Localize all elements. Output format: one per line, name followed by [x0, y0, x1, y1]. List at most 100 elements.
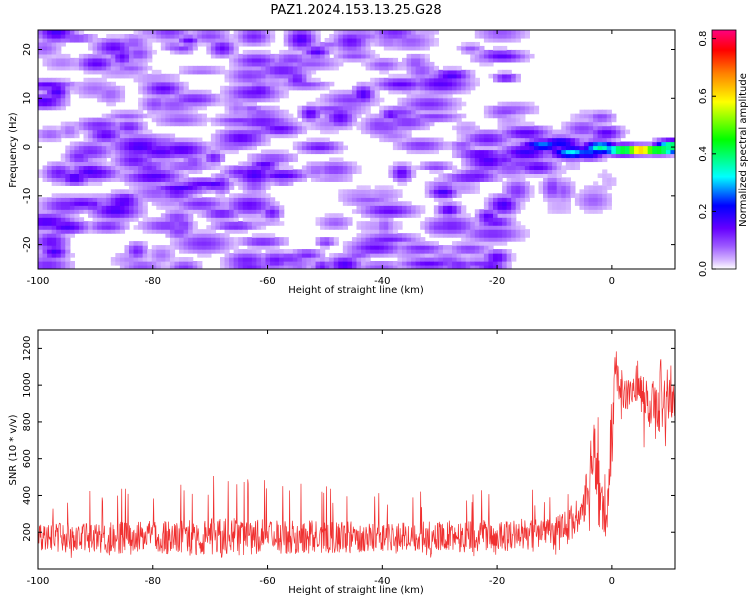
heatmap-cell	[97, 161, 103, 167]
heatmap-cell	[402, 61, 408, 67]
heatmap-cell	[402, 33, 408, 39]
heatmap-cell	[420, 161, 426, 167]
heatmap-cell	[115, 65, 121, 71]
heatmap-cell	[420, 101, 426, 107]
heatmap-cell	[520, 157, 526, 163]
heatmap-cell	[506, 105, 512, 111]
heatmap-cell	[442, 209, 449, 214]
heatmap-cell	[579, 125, 585, 131]
heatmap-cell	[506, 253, 512, 258]
heatmap-cell	[529, 169, 535, 174]
heatmap-cell	[579, 153, 585, 159]
heatmap-cell	[147, 53, 153, 59]
heatmap-cell	[242, 265, 248, 269]
heatmap-cell	[192, 153, 198, 159]
heatmap-cell	[506, 133, 512, 139]
heatmap-cell	[502, 109, 508, 115]
heatmap-cell	[288, 81, 294, 87]
heatmap-cell	[520, 105, 526, 111]
heatmap-cell	[92, 117, 98, 123]
heatmap-cell	[165, 89, 171, 95]
heatmap-cell	[324, 173, 330, 178]
heatmap-cell	[297, 61, 303, 67]
heatmap-cell	[133, 141, 139, 147]
heatmap-cell	[324, 93, 330, 99]
heatmap-cell	[556, 133, 562, 139]
heatmap-cell	[574, 149, 581, 155]
heatmap-cell	[397, 105, 403, 111]
heatmap-cell	[429, 93, 435, 99]
heatmap-cell	[92, 121, 98, 127]
heatmap-cell	[238, 133, 244, 139]
heatmap-cell	[115, 201, 121, 206]
heatmap-cell	[479, 161, 485, 167]
heatmap-cell	[361, 85, 367, 91]
heatmap-cell	[561, 129, 567, 135]
heatmap-cell	[42, 125, 48, 131]
heatmap-cell	[488, 37, 494, 43]
heatmap-cell	[533, 137, 540, 143]
heatmap-cell	[301, 49, 308, 55]
heatmap-cell	[529, 185, 535, 190]
heatmap-cell	[424, 249, 430, 254]
heatmap-cell	[220, 129, 226, 135]
heatmap-cell	[265, 77, 271, 83]
heatmap-cell	[361, 201, 367, 206]
heatmap-cell	[497, 225, 503, 230]
heatmap-cell	[42, 261, 48, 266]
heatmap-cell	[406, 261, 412, 266]
heatmap-cell	[233, 265, 239, 269]
heatmap-cell	[292, 177, 298, 182]
heatmap-cell	[188, 201, 194, 206]
heatmap-cell	[115, 121, 121, 127]
heatmap-cell	[338, 41, 344, 47]
heatmap-cell	[424, 261, 430, 266]
heatmap-cell	[493, 161, 499, 167]
heatmap-cell	[56, 85, 62, 91]
heatmap-cell	[329, 125, 335, 131]
heatmap-cell	[88, 121, 94, 127]
heatmap-cell	[78, 209, 85, 214]
heatmap-cell	[201, 69, 207, 75]
heatmap-cell	[361, 121, 367, 127]
heatmap-cell	[406, 53, 412, 59]
heatmap-cell	[351, 241, 358, 246]
heatmap-cell	[151, 221, 157, 226]
heatmap-cell	[347, 245, 353, 250]
heatmap-cell	[147, 253, 153, 258]
heatmap-cell	[251, 53, 257, 59]
heatmap-cell	[465, 141, 471, 147]
heatmap-cell	[138, 133, 144, 139]
heatmap-cell	[279, 261, 285, 266]
heatmap-cell	[283, 149, 289, 155]
heatmap-cell	[251, 33, 257, 39]
heatmap-cell	[379, 253, 385, 258]
heatmap-cell	[570, 121, 576, 127]
heatmap-cell	[288, 69, 294, 75]
heatmap-cell	[442, 173, 449, 178]
heatmap-cell	[129, 165, 135, 171]
heatmap-cell	[442, 245, 449, 250]
heatmap-cell	[47, 57, 53, 63]
heatmap-cell	[179, 213, 185, 218]
heatmap-cell	[206, 65, 212, 71]
heatmap-cell	[188, 225, 194, 230]
heatmap-cell	[370, 253, 376, 258]
heatmap-cell	[83, 197, 89, 202]
heatmap-cell	[220, 49, 226, 55]
heatmap-cell	[306, 77, 312, 83]
heatmap-cell	[324, 149, 330, 155]
heatmap-cell	[342, 177, 348, 182]
heatmap-cell	[301, 141, 308, 147]
heatmap-cell	[220, 41, 226, 47]
heatmap-cell	[529, 173, 535, 178]
heatmap-cell	[292, 173, 298, 178]
heatmap-cell	[524, 109, 530, 115]
heatmap-cell	[129, 121, 135, 127]
heatmap-cell	[415, 121, 421, 127]
heatmap-cell	[411, 125, 417, 131]
heatmap-cell	[456, 201, 462, 206]
heatmap-cell	[415, 37, 421, 43]
heatmap-cell	[165, 181, 171, 186]
heatmap-cell	[338, 37, 344, 43]
